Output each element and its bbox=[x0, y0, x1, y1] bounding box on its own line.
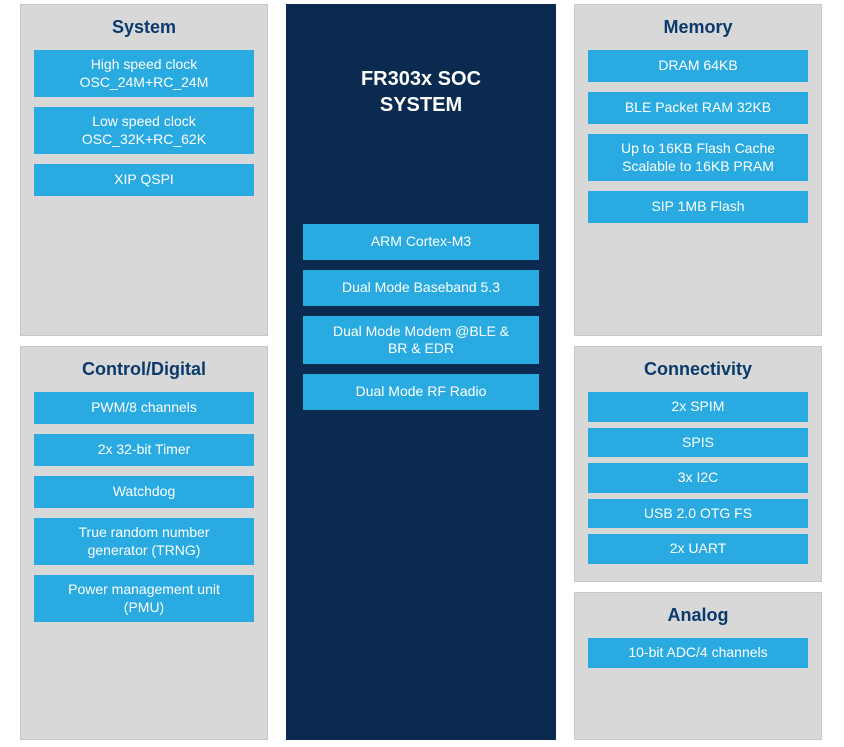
right-panel-memory: Memory DRAM 64KB BLE Packet RAM 32KB Up to … bbox=[574, 4, 822, 336]
center-title-line: SYSTEM bbox=[361, 92, 481, 118]
chip-line: SIP 1MB Flash bbox=[651, 198, 744, 216]
feature-chip: USB 2.0 OTG FS bbox=[588, 499, 808, 529]
center-panel: FR303x SOCSYSTEM ARM Cortex-M3 Dual Mode … bbox=[286, 4, 556, 740]
feature-chip: Up to 16KB Flash CacheScalable to 16KB P… bbox=[588, 134, 808, 181]
center-feature-chip: Dual Mode RF Radio bbox=[303, 374, 539, 410]
left-panel-control-digital: Control/Digital PWM/8 channels 2x 32-bit T… bbox=[20, 346, 268, 740]
feature-chip: PWM/8 channels bbox=[34, 392, 254, 424]
chip-line: Scalable to 16KB PRAM bbox=[622, 158, 774, 176]
feature-chip: 10-bit ADC/4 channels bbox=[588, 638, 808, 668]
left-column: System High speed clockOSC_24M+RC_24M Low … bbox=[20, 0, 268, 747]
feature-chip: High speed clockOSC_24M+RC_24M bbox=[34, 50, 254, 97]
feature-chip: DRAM 64KB bbox=[588, 50, 808, 82]
center-title-line: FR303x SOC bbox=[361, 66, 481, 92]
feature-chip: XIP QSPI bbox=[34, 164, 254, 196]
panel-title: Analog bbox=[668, 605, 729, 626]
feature-chip: Power management unit(PMU) bbox=[34, 575, 254, 622]
center-feature-chip: Dual Mode Baseband 5.3 bbox=[303, 270, 539, 306]
chip-line: OSC_32K+RC_62K bbox=[82, 131, 206, 149]
chip-line: High speed clock bbox=[91, 56, 198, 74]
chip-line: SPIS bbox=[682, 434, 714, 452]
center-feature-chip: Dual Mode Modem @BLE &BR & EDR bbox=[303, 316, 539, 364]
panel-title: Control/Digital bbox=[82, 359, 206, 380]
chip-line: Up to 16KB Flash Cache bbox=[621, 140, 775, 158]
chip-line: Dual Mode RF Radio bbox=[356, 383, 487, 401]
feature-chip: SIP 1MB Flash bbox=[588, 191, 808, 223]
chip-line: (PMU) bbox=[124, 599, 164, 617]
panel-title: Connectivity bbox=[644, 359, 752, 380]
feature-chip: Watchdog bbox=[34, 476, 254, 508]
feature-chip: BLE Packet RAM 32KB bbox=[588, 92, 808, 124]
chip-line: 2x 32-bit Timer bbox=[98, 441, 191, 459]
feature-chip: Low speed clockOSC_32K+RC_62K bbox=[34, 107, 254, 154]
panel-title: Memory bbox=[663, 17, 732, 38]
chip-line: Dual Mode Baseband 5.3 bbox=[342, 279, 500, 297]
chip-line: XIP QSPI bbox=[114, 171, 174, 189]
feature-chip: 2x SPIM bbox=[588, 392, 808, 422]
right-panel-analog: Analog 10-bit ADC/4 channels bbox=[574, 592, 822, 740]
center-title: FR303x SOCSYSTEM bbox=[361, 66, 481, 118]
chip-line: Power management unit bbox=[68, 581, 220, 599]
right-panel-connectivity: Connectivity 2x SPIM SPIS 3x I2C USB 2.0 OTG… bbox=[574, 346, 822, 582]
panel-title: System bbox=[112, 17, 176, 38]
right-column: Memory DRAM 64KB BLE Packet RAM 32KB Up to … bbox=[574, 0, 822, 747]
feature-chip: 2x 32-bit Timer bbox=[34, 434, 254, 466]
center-chip-stack: ARM Cortex-M3 Dual Mode Baseband 5.3 Dual … bbox=[286, 224, 556, 410]
feature-chip: True random numbergenerator (TRNG) bbox=[34, 518, 254, 565]
chip-line: USB 2.0 OTG FS bbox=[644, 505, 752, 523]
chip-line: PWM/8 channels bbox=[91, 399, 197, 417]
chip-line: generator (TRNG) bbox=[88, 542, 201, 560]
chip-line: BLE Packet RAM 32KB bbox=[625, 99, 771, 117]
chip-line: 2x UART bbox=[670, 540, 727, 558]
chip-line: Low speed clock bbox=[92, 113, 196, 131]
chip-line: Dual Mode Modem @BLE & bbox=[333, 323, 509, 341]
feature-chip: SPIS bbox=[588, 428, 808, 458]
chip-line: 2x SPIM bbox=[672, 398, 725, 416]
left-panel-system: System High speed clockOSC_24M+RC_24M Low … bbox=[20, 4, 268, 336]
feature-chip: 3x I2C bbox=[588, 463, 808, 493]
chip-line: BR & EDR bbox=[388, 340, 454, 358]
feature-chip: 2x UART bbox=[588, 534, 808, 564]
chip-line: 3x I2C bbox=[678, 469, 718, 487]
center-feature-chip: ARM Cortex-M3 bbox=[303, 224, 539, 260]
chip-line: ARM Cortex-M3 bbox=[371, 233, 471, 251]
chip-line: 10-bit ADC/4 channels bbox=[628, 644, 767, 662]
chip-line: True random number bbox=[79, 524, 210, 542]
chip-line: OSC_24M+RC_24M bbox=[80, 74, 209, 92]
chip-line: Watchdog bbox=[113, 483, 176, 501]
chip-line: DRAM 64KB bbox=[658, 57, 737, 75]
